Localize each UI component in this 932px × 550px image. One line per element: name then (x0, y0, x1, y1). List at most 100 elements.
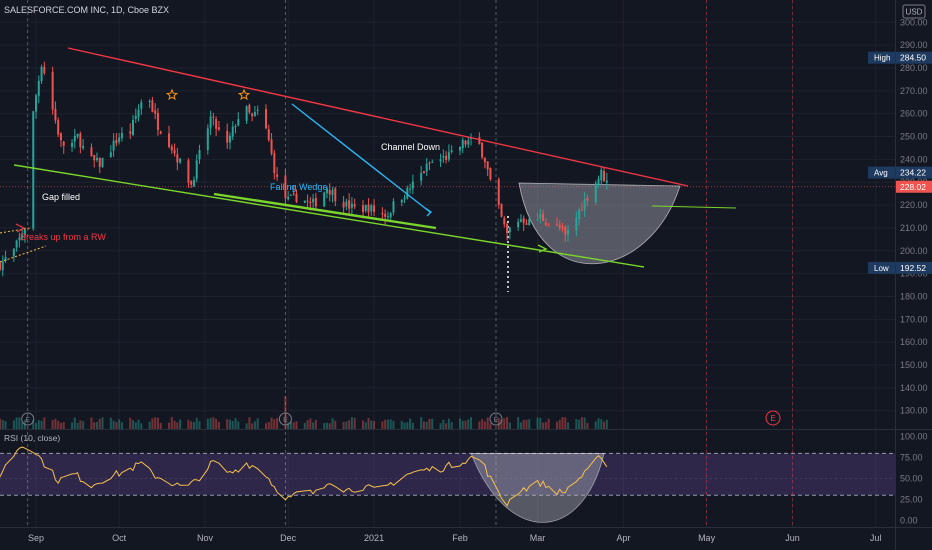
volume-bar (478, 421, 481, 429)
candle-body (478, 137, 481, 145)
avg-price-tag (868, 166, 895, 179)
candle-body (303, 200, 306, 203)
candle-body (253, 111, 256, 116)
earnings-icon[interactable] (278, 412, 292, 426)
candle-body (486, 161, 489, 170)
candle-body (226, 130, 229, 143)
volume-bar (76, 422, 79, 429)
candle-body (62, 141, 65, 146)
volume-bar (389, 419, 392, 429)
price-axis[interactable]: 130.00140.00150.00160.00170.00180.00190.… (900, 17, 928, 415)
cup-shape (518, 182, 681, 265)
volume-bar (328, 423, 331, 429)
candle-body (411, 181, 414, 189)
candle-body (1, 261, 4, 271)
volume-bar (40, 420, 43, 429)
volume-bar (458, 418, 461, 429)
volume-bar (21, 422, 24, 429)
candle-body (489, 167, 492, 180)
time-tick-label: Sep (28, 533, 44, 543)
time-tick-label: May (698, 533, 716, 543)
earnings-icon[interactable] (489, 412, 503, 426)
volume-bar (132, 420, 135, 429)
candle-body (580, 209, 583, 211)
candle-body (334, 188, 337, 201)
candle-body (500, 203, 503, 217)
price-tick-label: 140.00 (900, 383, 928, 393)
avg-price-tag-label: Avg (874, 169, 888, 178)
candle-body (309, 201, 312, 204)
volume-bar (154, 417, 157, 429)
candle-body (129, 131, 132, 134)
volume-bar (486, 417, 489, 429)
rsi-axis[interactable]: 0.00 25.00 50.00 75.00 100.00 (900, 432, 928, 526)
price-tick-label: 240.00 (900, 154, 928, 164)
candle-body (373, 205, 376, 212)
candle-body (176, 154, 179, 163)
time-tick-label: Oct (112, 533, 127, 543)
volume-bar (276, 418, 279, 429)
volume-bar (467, 419, 470, 429)
volume-bar (345, 421, 348, 429)
candle-body (90, 147, 93, 157)
volume-bar (306, 420, 309, 429)
trend-lines (0, 47, 737, 268)
candle-body (270, 139, 273, 154)
volume-bar (422, 421, 425, 429)
candle-body (32, 111, 35, 229)
candle-body (519, 219, 522, 222)
candle-body (173, 149, 176, 154)
volume-bar (400, 421, 403, 429)
volume-bar (564, 417, 567, 429)
volume-bar (98, 418, 101, 429)
candle-body (4, 257, 7, 261)
currency-label: USD (906, 8, 923, 17)
volume-bar (168, 422, 171, 429)
currency-badge[interactable]: USD (902, 4, 926, 19)
rsi-tick-label: 75.00 (900, 453, 923, 463)
candle-body (170, 146, 173, 151)
rising-wedge-upper (0, 227, 31, 234)
volume-bar (62, 422, 65, 429)
volume-bar (528, 419, 531, 429)
upcoming-earnings-icon[interactable] (765, 410, 781, 426)
volume-bar (353, 417, 356, 429)
volume-bar (450, 421, 453, 429)
volume-bar (544, 422, 547, 429)
price-tick-label: 270.00 (900, 86, 928, 96)
volume-bar (481, 419, 484, 429)
rsi-band (0, 452, 895, 496)
volume-bar (489, 423, 492, 429)
candle-body (237, 119, 240, 126)
volume-bar (364, 422, 367, 429)
candle-body (132, 120, 135, 135)
candle-body (59, 133, 62, 141)
channel-lower-line (13, 164, 645, 268)
volume-bar (51, 420, 54, 429)
candle-body (73, 135, 76, 142)
volume-bar (137, 419, 140, 429)
volume-bar (284, 396, 287, 429)
rsi-tick-label: 100.00 (900, 432, 928, 442)
candle-body (112, 140, 115, 151)
candle-body (464, 140, 467, 145)
candle-body (245, 106, 248, 121)
candle-body (215, 119, 218, 129)
volume-bar (503, 418, 506, 429)
candle-body (594, 183, 597, 202)
candle-body (187, 160, 190, 183)
volume-bar (151, 418, 154, 429)
candle-body (458, 146, 461, 151)
candle-body (547, 224, 550, 226)
candle-body (140, 102, 143, 109)
rsi-tick-label: 0.00 (900, 515, 918, 525)
earnings-icon[interactable] (21, 412, 35, 426)
volume-bar (118, 419, 121, 429)
time-tick-label: Nov (197, 533, 214, 543)
time-axis[interactable]: Sep Oct Nov Dec 2021 Feb Mar Apr May Jun Jul (28, 533, 881, 543)
candle-body (284, 175, 287, 199)
candle-body (442, 156, 445, 158)
rsi-cup-shape (470, 453, 605, 523)
volume-bar (12, 420, 15, 429)
